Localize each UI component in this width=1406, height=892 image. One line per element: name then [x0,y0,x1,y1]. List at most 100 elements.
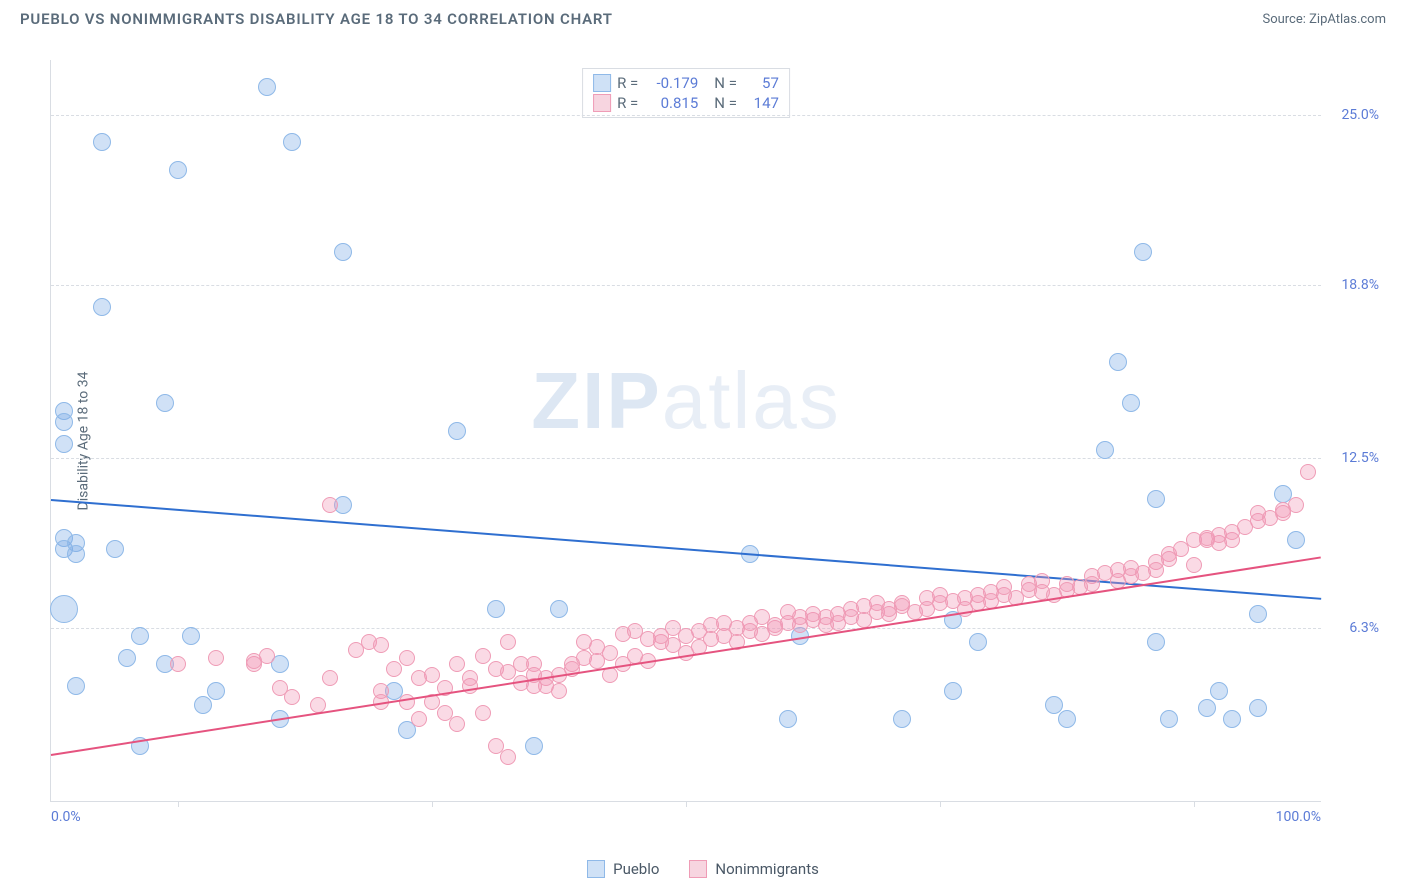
data-point [334,243,352,261]
data-point [67,677,85,695]
data-point [1096,441,1114,459]
data-point [1122,394,1140,412]
data-point [448,422,466,440]
legend-label: Nonimmigrants [715,860,818,878]
data-point [399,650,415,666]
stat-row: R =0.815N =147 [591,93,781,113]
data-point [106,540,124,558]
data-point [322,497,338,513]
legend-swatch [587,860,605,878]
legend-item: Nonimmigrants [689,860,818,878]
data-point [449,716,465,732]
legend-swatch [689,860,707,878]
data-point [475,705,491,721]
legend-label: Pueblo [613,860,659,878]
plot-area: ZIPatlas R =-0.179N =57R =0.815N =147 6.… [50,60,1321,802]
stat-n-label: N = [714,94,737,112]
data-point [1249,605,1267,623]
y-tick-label: 25.0% [1341,107,1379,123]
x-tick-label: 0.0% [51,809,81,825]
stat-row: R = -0.179 N = 57 [591,73,781,93]
data-point [322,670,338,686]
data-point [969,633,987,651]
data-point [1160,710,1178,728]
data-point [1147,490,1165,508]
data-point [779,710,797,728]
data-point [170,656,186,672]
watermark-rest: atlas [662,356,841,445]
data-point [373,637,389,653]
x-tick [178,801,179,807]
data-point [550,600,568,618]
data-point [1148,562,1164,578]
data-point [487,600,505,618]
grid-line [51,285,1321,286]
data-point [67,545,85,563]
data-point [462,670,478,686]
data-point [258,78,276,96]
stat-r-value: 0.815 [644,94,698,112]
legend-item: Pueblo [587,860,659,878]
x-tick [686,801,687,807]
data-point [118,649,136,667]
data-point [1034,573,1050,589]
data-point [207,682,225,700]
stat-n-label: N = [714,74,737,92]
data-point [131,627,149,645]
y-tick-label: 12.5% [1341,450,1379,466]
data-point [1249,699,1267,717]
x-tick-label: 100.0% [1276,809,1321,825]
data-point [944,682,962,700]
data-point [1223,710,1241,728]
data-point [1134,243,1152,261]
data-point [525,737,543,755]
data-point [1300,464,1316,480]
data-point [259,648,275,664]
x-tick [1194,801,1195,807]
data-point [1058,710,1076,728]
grid-line [51,458,1321,459]
data-point [1084,576,1100,592]
data-point [1198,699,1216,717]
data-point [156,394,174,412]
data-point [1287,531,1305,549]
x-tick [940,801,941,807]
data-point [1186,557,1202,573]
y-tick-label: 6.3% [1349,620,1379,636]
y-tick-label: 18.8% [1341,277,1379,293]
data-point [169,161,187,179]
data-point [1147,633,1165,651]
series-swatch [593,94,611,112]
data-point [386,661,402,677]
stats-legend-box: R = -0.179 N = 57R = 0.815 N = 147 [582,68,790,118]
grid-line [51,115,1321,116]
data-point [283,133,301,151]
watermark: ZIPatlas [531,355,840,447]
data-point [411,711,427,727]
stat-n-value: 147 [743,94,779,112]
x-tick [432,801,433,807]
data-point [449,656,465,672]
source-attribution: Source: ZipAtlas.com [1262,12,1386,27]
data-point [182,627,200,645]
data-point [50,595,78,623]
watermark-bold: ZIP [531,356,661,445]
data-point [500,634,516,650]
data-point [1109,353,1127,371]
data-point [475,648,491,664]
data-point [55,435,73,453]
data-point [194,696,212,714]
data-point [399,694,415,710]
bottom-legend: Pueblo Nonimmigrants [0,860,1406,878]
data-point [93,298,111,316]
chart-title: PUEBLO VS NONIMMIGRANTS DISABILITY AGE 1… [20,10,613,28]
data-point [893,710,911,728]
correlation-chart: Disability Age 18 to 34 ZIPatlas R =-0.1… [50,50,1391,832]
stat-r-label: R = [617,74,638,92]
data-point [526,656,542,672]
stat-n-value: 57 [743,74,779,92]
data-point [208,650,224,666]
data-point [93,133,111,151]
data-point [424,667,440,683]
stat-r-value: -0.179 [644,74,698,92]
